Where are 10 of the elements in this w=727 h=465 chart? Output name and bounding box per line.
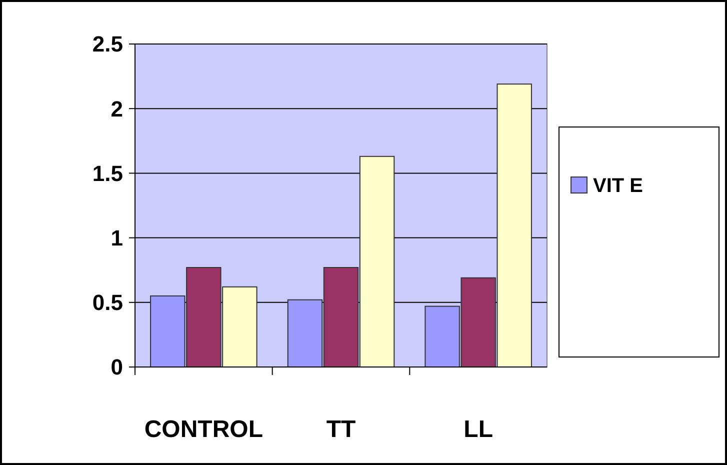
- y-tick-label: 0.5: [92, 290, 123, 316]
- y-tick-label: 0: [110, 354, 123, 380]
- x-tick-label: CONTROL: [144, 416, 263, 443]
- x-tick-label: LL: [464, 416, 493, 443]
- y-tick-label: 2: [110, 96, 123, 122]
- y-tick-label: 2.5: [92, 32, 123, 57]
- y-tick-label: 1.5: [92, 160, 123, 186]
- x-tick-label: TT: [326, 416, 356, 443]
- legend-label: VIT E: [593, 175, 644, 197]
- y-tick-label: 1: [110, 226, 123, 250]
